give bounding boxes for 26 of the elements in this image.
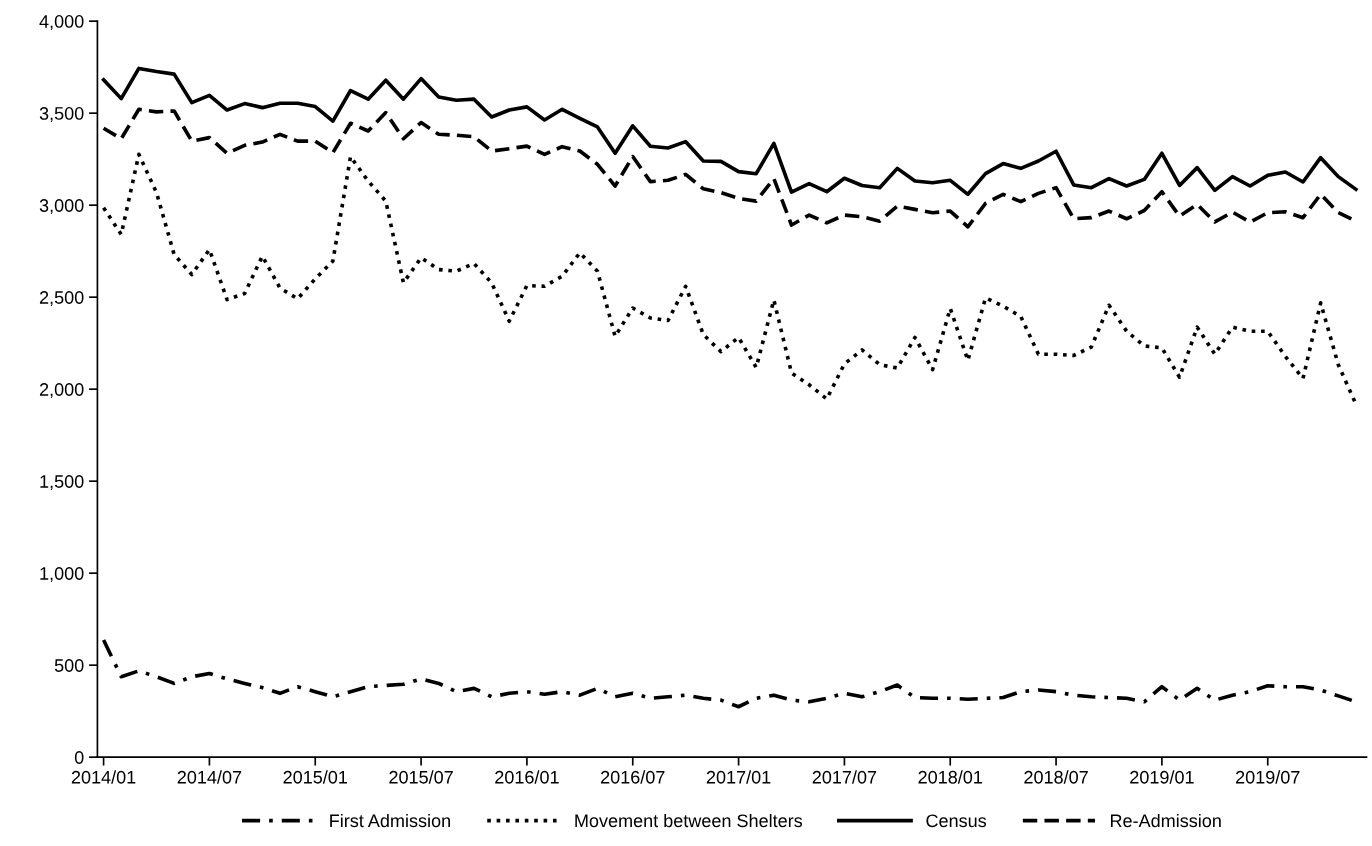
legend-label: Re-Admission bbox=[1110, 813, 1221, 828]
x-tick-label: 2017/01 bbox=[706, 770, 771, 784]
x-tick-label: 2015/07 bbox=[389, 770, 453, 784]
x-tick-label: 2018/07 bbox=[1024, 770, 1088, 784]
y-tick-label: 0 bbox=[74, 751, 84, 764]
legend-label: First Admission bbox=[330, 813, 450, 828]
legend-label: Census bbox=[926, 814, 987, 828]
x-tick-label: 2017/07 bbox=[812, 770, 877, 784]
y-tick-label: 3,500 bbox=[39, 107, 84, 123]
x-tick-label: 2016/01 bbox=[495, 770, 559, 784]
y-tick-label: 3,000 bbox=[39, 199, 84, 215]
x-tick-label: 2014/07 bbox=[177, 770, 242, 784]
y-tick-label: 4,000 bbox=[39, 15, 84, 30]
x-tick-label: 2019/07 bbox=[1236, 770, 1300, 784]
y-tick-label: 2,000 bbox=[39, 383, 84, 399]
x-tick-label: 2016/07 bbox=[601, 770, 665, 784]
y-tick-label: 2,500 bbox=[39, 291, 84, 307]
line-series bbox=[101, 66, 1358, 197]
y-tick-label: 1,500 bbox=[40, 475, 84, 491]
x-tick-label: 2018/01 bbox=[918, 770, 982, 784]
y-tick-label: 1,000 bbox=[40, 567, 84, 583]
y-tick-label: 500 bbox=[54, 659, 84, 672]
x-tick-label: 2015/01 bbox=[283, 770, 347, 784]
x-tick-label: 2014/01 bbox=[71, 770, 136, 784]
legend-label: Movement between Shelters bbox=[575, 813, 803, 828]
x-tick-label: 2019/01 bbox=[1130, 770, 1194, 784]
